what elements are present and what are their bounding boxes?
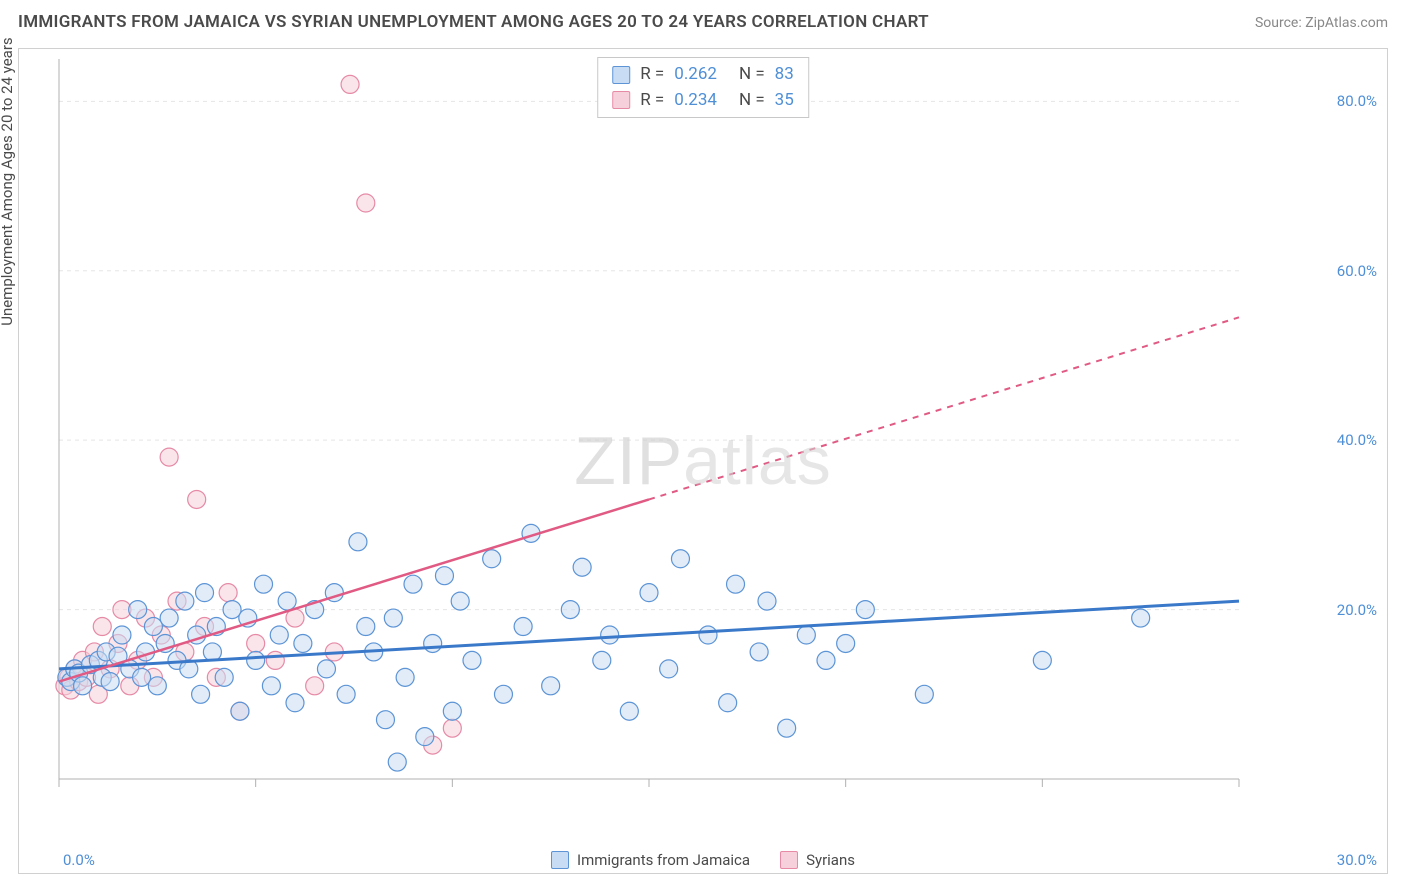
legend-label-blue: Immigrants from Jamaica [577, 851, 750, 869]
chart-title: IMMIGRANTS FROM JAMAICA VS SYRIAN UNEMPL… [18, 12, 929, 32]
chart-frame: Unemployment Among Ages 20 to 24 years Z… [18, 48, 1388, 874]
legend-item-pink: Syrians [780, 851, 855, 869]
scatter-plot [19, 49, 1309, 819]
x-axis-legend: Immigrants from Jamaica Syrians [19, 851, 1387, 869]
correlation-legend: R =0.262 N =83 R =0.234 N =35 [597, 57, 809, 118]
y-axis-label: Unemployment Among Ages 20 to 24 years [0, 37, 16, 325]
y-tick-label: 40.0% [1337, 431, 1377, 449]
legend-swatch-pink [612, 91, 630, 109]
y-tick-label: 60.0% [1337, 262, 1377, 280]
y-tick-label: 20.0% [1337, 601, 1377, 619]
legend-row-blue: R =0.262 N =83 [612, 62, 794, 88]
y-tick-label: 80.0% [1337, 92, 1377, 110]
legend-label-pink: Syrians [806, 851, 855, 869]
legend-swatch-pink-icon [780, 851, 798, 869]
legend-swatch-blue [612, 66, 630, 84]
legend-row-pink: R =0.234 N =35 [612, 88, 794, 114]
legend-item-blue: Immigrants from Jamaica [551, 851, 750, 869]
legend-swatch-blue-icon [551, 851, 569, 869]
source-attribution: Source: ZipAtlas.com [1255, 15, 1388, 31]
